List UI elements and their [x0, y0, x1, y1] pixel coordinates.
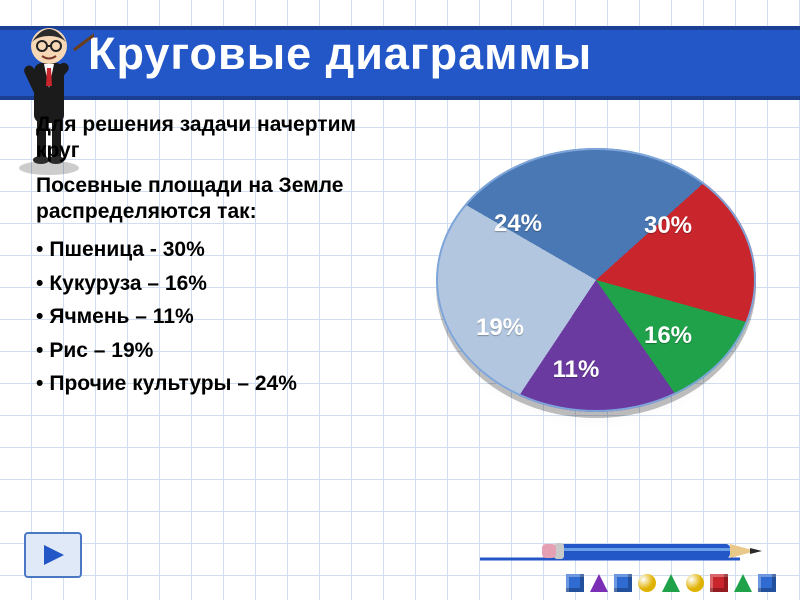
pencil-illustration [480, 536, 770, 566]
bullet-item: Прочие культуры – 24% [36, 367, 396, 401]
shape-icon [734, 574, 752, 592]
bullet-list: Пшеница - 30% Кукуруза – 16% Ячмень – 11… [36, 233, 396, 401]
bullet-item: Кукуруза – 16% [36, 267, 396, 301]
sub-text: Посевные площади на Земле распределяются… [36, 173, 396, 226]
slice-label: 19% [476, 314, 524, 342]
lead-text: Для решения задачи начертим круг [36, 112, 396, 165]
slide-title: Круговые диаграммы [88, 28, 780, 80]
slice-label: 30% [644, 212, 692, 240]
shape-icon [662, 574, 680, 592]
shape-icon [614, 574, 632, 592]
next-slide-button[interactable] [24, 532, 82, 578]
shape-icon [758, 574, 776, 592]
bullet-item: Ячмень – 11% [36, 300, 396, 334]
pie-chart: 30% 16% 11% 19% 24% [416, 130, 776, 470]
decorative-shapes [566, 574, 776, 592]
text-block: Для решения задачи начертим круг Посевны… [36, 112, 396, 401]
slide: Круговые диаграммы [0, 0, 800, 600]
shape-icon [710, 574, 728, 592]
play-icon [40, 543, 66, 567]
shape-icon [686, 574, 704, 592]
shape-icon [566, 574, 584, 592]
slice-label: 11% [553, 356, 600, 384]
slice-label: 24% [494, 210, 542, 238]
slice-label: 16% [644, 322, 692, 350]
bullet-item: Рис – 19% [36, 334, 396, 368]
bullet-item: Пшеница - 30% [36, 233, 396, 267]
shape-icon [638, 574, 656, 592]
shape-icon [590, 574, 608, 592]
